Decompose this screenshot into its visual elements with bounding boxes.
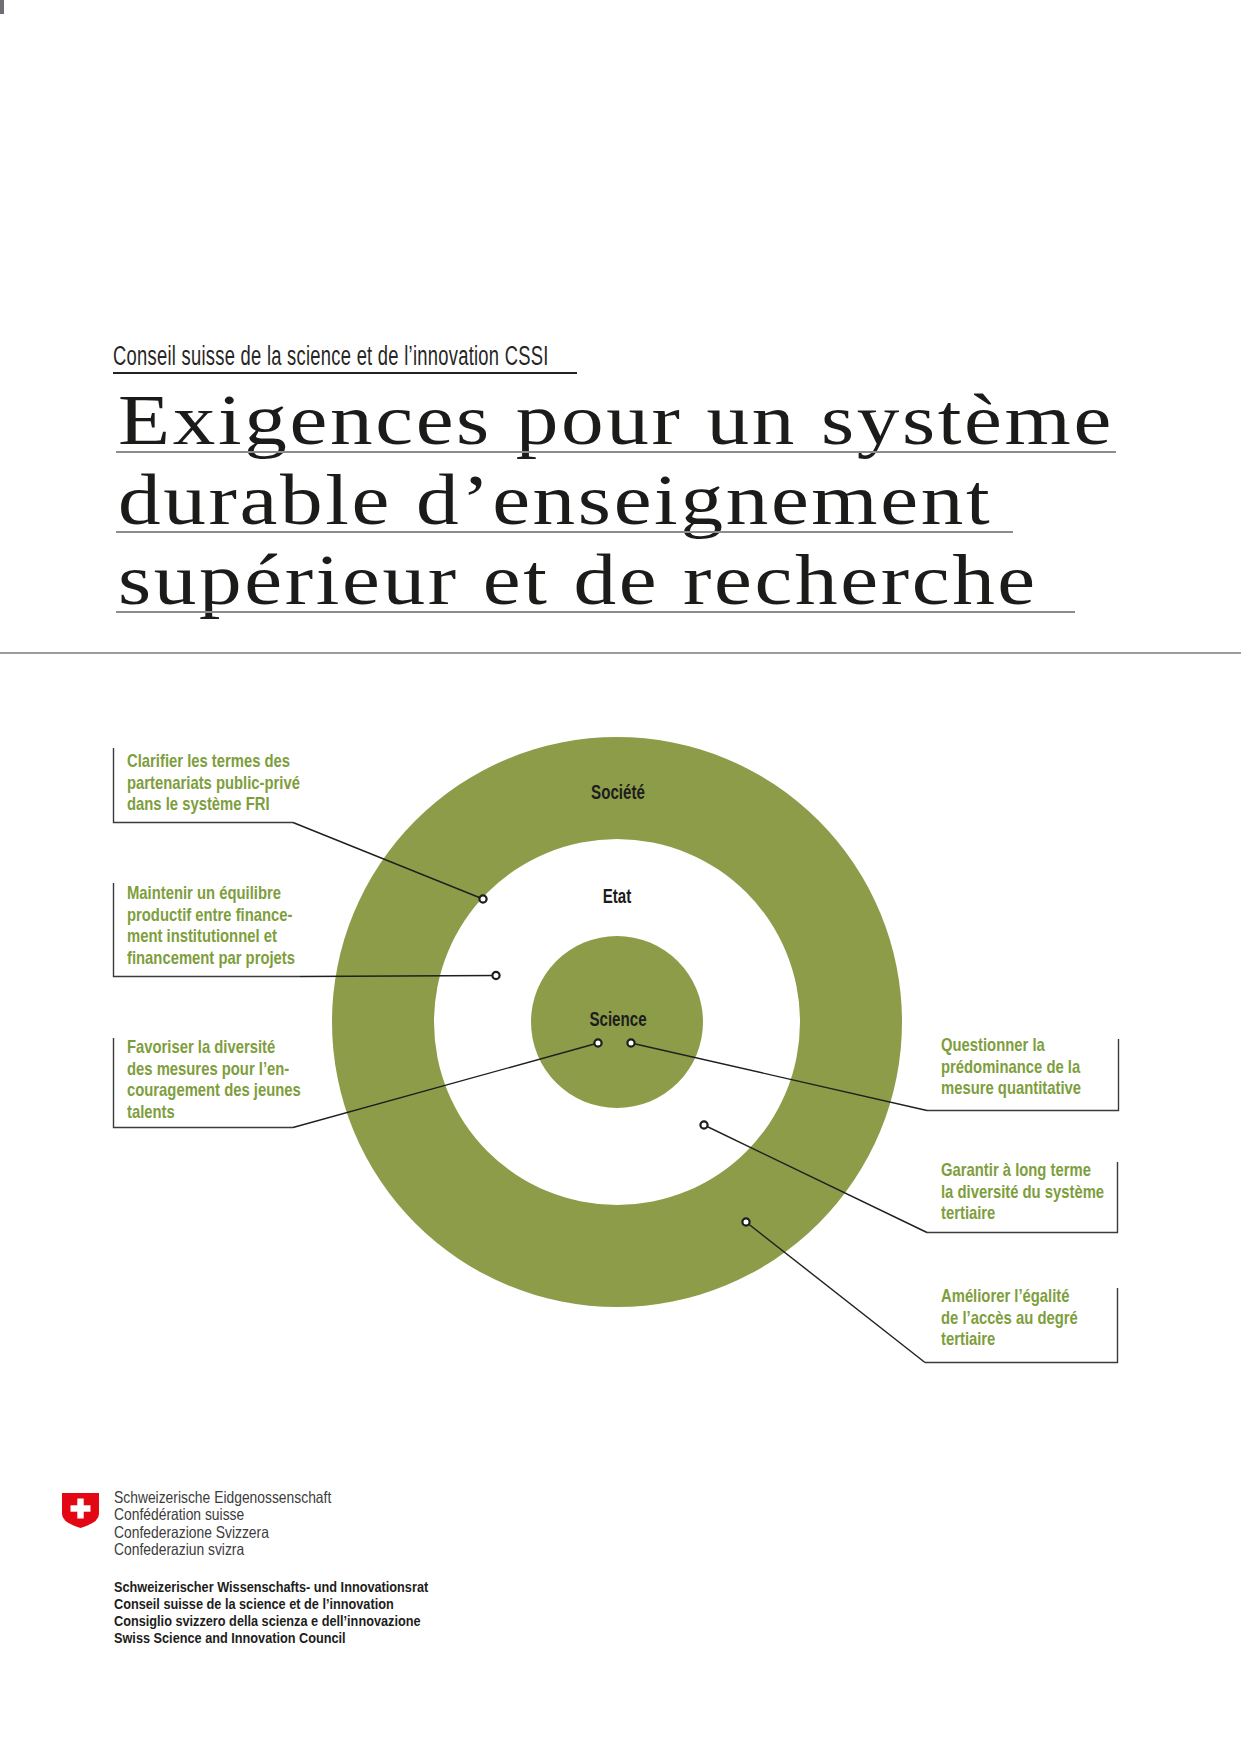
callout-garantir: Garantir à long terme la diversité du sy… <box>941 1159 1104 1224</box>
callout-line: la diversité du système <box>941 1181 1104 1203</box>
council-line: Consiglio svizzero della scienza e dell’… <box>114 1612 428 1629</box>
page-edge-artifact <box>0 0 4 14</box>
callout-line: tertiaire <box>941 1328 1078 1350</box>
title-underline-3 <box>116 611 1075 613</box>
callout-maintenir: Maintenir un équilibre productif entre f… <box>127 882 295 969</box>
callout-line: tertiaire <box>941 1202 1104 1224</box>
callout-line: de l’accès au degré <box>941 1307 1078 1329</box>
title-line-1: Exigences pour un système <box>118 380 1114 460</box>
callout-line: dans le système FRI <box>127 793 300 815</box>
kicker-underline <box>113 372 577 374</box>
callout-line: partenariats public-privé <box>127 772 300 794</box>
callout-line: mesure quantitative <box>941 1077 1081 1099</box>
callout-line: Favoriser la diversité <box>127 1036 301 1058</box>
confederation-line: Confederaziun svizra <box>114 1541 331 1558</box>
title-line-2: durable d’enseignement <box>118 460 1114 540</box>
callout-line: talents <box>127 1101 301 1123</box>
title-underline-1 <box>116 451 1116 453</box>
callout-line: prédominance de la <box>941 1056 1081 1078</box>
ring-label-science: Science <box>510 1008 726 1029</box>
confederation-line: Confédération suisse <box>114 1506 331 1523</box>
council-line: Swiss Science and Innovation Council <box>114 1629 428 1646</box>
connector-dot-1 <box>479 895 486 902</box>
ring-label-societe: Société <box>510 781 726 802</box>
confederation-line: Confederazione Svizzera <box>114 1524 331 1541</box>
confederation-line: Schweizerische Eidgenossenschaft <box>114 1489 331 1506</box>
kicker: Conseil suisse de la science et de l’inn… <box>113 341 549 372</box>
swiss-flag-logo <box>62 1493 99 1528</box>
callout-line: Maintenir un équilibre <box>127 882 295 904</box>
council-names: Schweizerischer Wissenschafts- und Innov… <box>114 1578 428 1646</box>
council-line: Schweizerischer Wissenschafts- und Innov… <box>114 1578 428 1595</box>
callout-line: Améliorer l’égalité <box>941 1285 1078 1307</box>
connector-dot-4 <box>627 1039 634 1046</box>
callout-line: couragement des jeunes <box>127 1079 301 1101</box>
connector6 <box>746 1222 925 1363</box>
callout-line: Garantir à long terme <box>941 1159 1104 1181</box>
callout-questionner: Questionner la prédominance de la mesure… <box>941 1034 1081 1099</box>
connector-dot-6 <box>742 1218 749 1225</box>
callout-line: ment institutionnel et <box>127 925 295 947</box>
title-line-3: supérieur et de recherche <box>118 540 1114 620</box>
council-line: Conseil suisse de la science et de l’inn… <box>114 1595 428 1612</box>
connector-dot-2 <box>492 972 499 979</box>
callout-clarifier: Clarifier les termes des partenariats pu… <box>127 750 300 815</box>
callout-favoriser: Favoriser la diversité des mesures pour … <box>127 1036 301 1123</box>
callout-line: Questionner la <box>941 1034 1081 1056</box>
confederation-names: Schweizerische Eidgenossenschaft Confédé… <box>114 1489 331 1558</box>
callout-ameliorer: Améliorer l’égalité de l’accès au degré … <box>941 1285 1078 1350</box>
title-underline-2 <box>116 531 1013 533</box>
connector-dot-5 <box>700 1121 707 1128</box>
swiss-cross-horizontal <box>71 1505 91 1511</box>
callout-line: Clarifier les termes des <box>127 750 300 772</box>
callout-line: productif entre finance- <box>127 904 295 926</box>
ring-label-etat: Etat <box>509 885 725 906</box>
page-title: Exigences pour un système durable d’ense… <box>118 380 1114 620</box>
callout-line: des mesures pour l’en- <box>127 1058 301 1080</box>
connector2 <box>300 976 496 977</box>
callout-line: financement par projets <box>127 947 295 969</box>
connector-dot-3 <box>594 1039 601 1046</box>
